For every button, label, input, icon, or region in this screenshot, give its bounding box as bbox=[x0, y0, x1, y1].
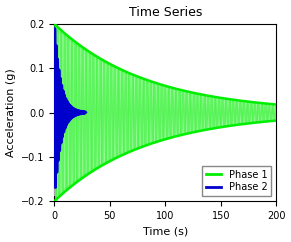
Title: Time Series: Time Series bbox=[129, 6, 202, 19]
X-axis label: Time (s): Time (s) bbox=[143, 227, 188, 236]
Legend: Phase 1, Phase 2: Phase 1, Phase 2 bbox=[203, 166, 271, 196]
Y-axis label: Acceleration (g): Acceleration (g) bbox=[6, 68, 15, 157]
